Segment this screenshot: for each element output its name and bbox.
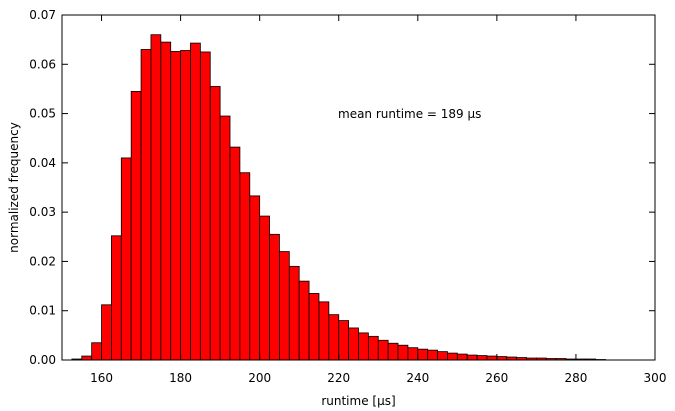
histogram-bar [199,51,211,361]
histogram-bar [407,347,419,361]
histogram-bar [279,251,290,361]
histogram-bar [209,86,221,361]
histogram-bar [229,146,241,361]
histogram-bar [338,320,350,361]
x-axis-label: runtime [µs] [321,394,395,408]
histogram-bar [308,293,320,361]
y-tick-label: 0.07 [29,8,56,22]
histogram-bar [101,304,112,361]
y-tick-label: 0.05 [29,107,56,121]
x-tick-label: 220 [327,371,350,385]
y-tick-label: 0.00 [29,353,56,367]
histogram-bar [447,352,458,361]
x-tick-label: 160 [90,371,113,385]
histogram-bar [348,327,359,361]
histogram-bar [219,115,231,361]
histogram-bar [387,342,399,361]
histogram-bar [239,172,251,361]
histogram-bar [140,49,152,361]
histogram-bar [427,349,438,361]
histogram-bar [150,34,162,361]
y-tick-label: 0.02 [29,254,56,268]
histogram-bar [81,355,93,361]
histogram-bar [476,355,488,361]
y-tick-label: 0.06 [29,57,56,71]
histogram-bar [190,42,201,361]
histogram-bar [466,354,478,361]
histogram-bar [397,344,409,361]
axis-tick-labels: 160 180 200 220 240 260 280 300 0.00 0.01 0.02 0.03… [29,8,666,385]
y-tick-label: 0.04 [29,156,56,170]
x-tick-label: 260 [485,371,508,385]
x-tick-label: 280 [564,371,587,385]
y-tick-label: 0.03 [29,205,56,219]
histogram-bar [288,265,300,361]
histogram-bars [71,34,606,361]
histogram-bar [298,280,310,361]
histogram-bar [486,355,498,361]
histogram-bar [358,332,369,361]
x-tick-label: 300 [644,371,667,385]
histogram-bar [496,356,508,361]
x-tick-label: 240 [406,371,429,385]
histogram-bar [160,41,172,361]
histogram-bar [367,335,379,361]
histogram-bar [377,339,389,361]
histogram-bar [318,301,330,361]
mean-runtime-annotation: mean runtime = 189 µs [338,107,481,121]
histogram-bar [328,314,340,361]
histogram-bar [180,50,191,361]
histogram-bar [417,348,429,361]
histogram-bar [259,215,270,361]
histogram-bar [170,51,181,361]
plot-frame [61,14,656,361]
histogram-bar [111,235,122,361]
histogram-bar [437,351,448,361]
histogram-bar [120,157,132,361]
histogram-bar [130,90,142,361]
y-axis-label: normalized frequency [7,122,21,253]
histogram-bar [269,233,280,361]
histogram-bar [91,342,102,361]
axis-ticks [62,14,656,361]
histogram-bar [249,195,261,361]
histogram-bar [456,353,468,361]
y-tick-label: 0.01 [29,304,56,318]
x-tick-label: 200 [248,371,271,385]
x-tick-label: 180 [169,371,192,385]
